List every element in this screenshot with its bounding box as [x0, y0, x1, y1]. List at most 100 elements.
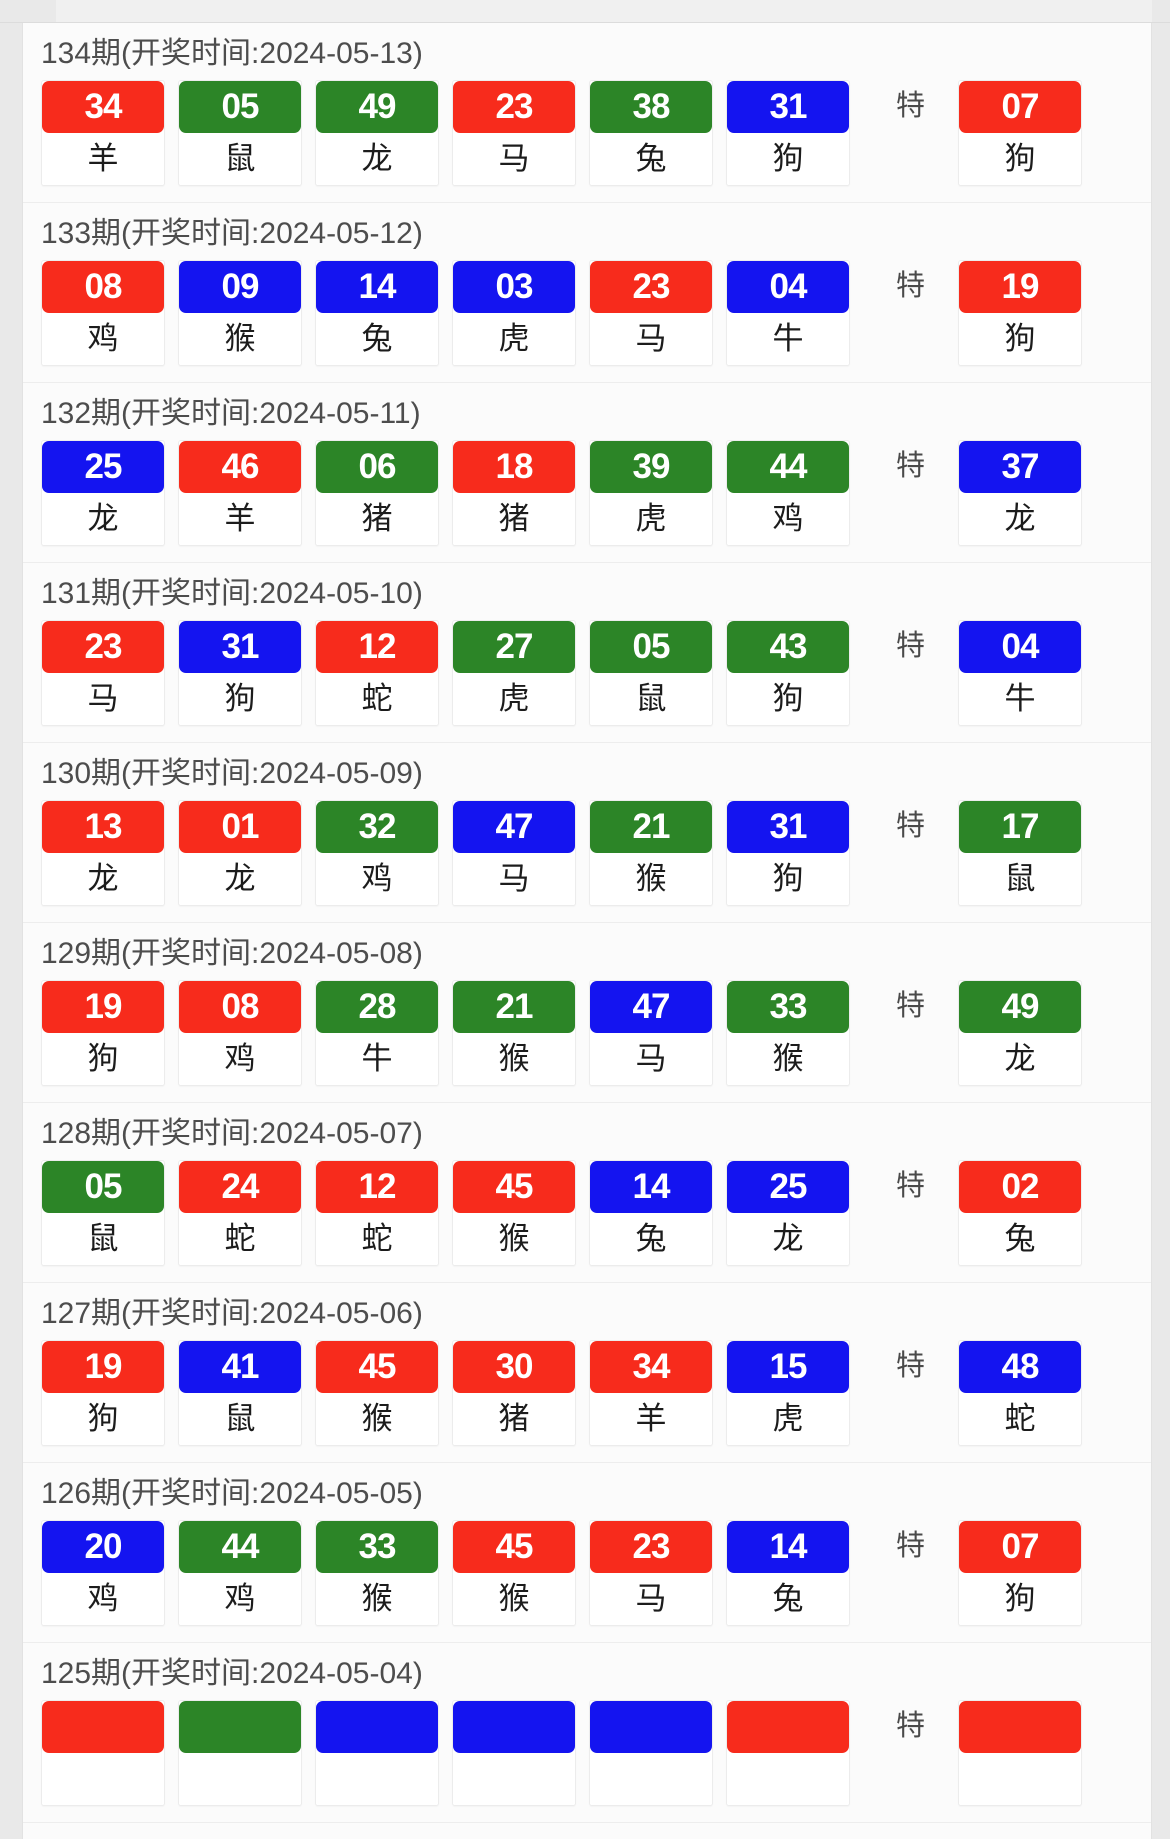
ball-zodiac: 鸡: [727, 493, 849, 545]
ball-number: 25: [42, 441, 164, 493]
number-cell[interactable]: 21 猴: [589, 800, 713, 906]
number-cell[interactable]: 19 狗: [41, 980, 165, 1086]
ball-zodiac: 马: [590, 1033, 712, 1085]
number-cell[interactable]: 33 猴: [726, 980, 850, 1086]
special-number-cell[interactable]: 19 狗: [958, 260, 1082, 366]
number-cell[interactable]: 09 猴: [178, 260, 302, 366]
ball-zodiac: 鼠: [590, 673, 712, 725]
number-cell[interactable]: 34 羊: [589, 1340, 713, 1446]
number-cell[interactable]: 01 龙: [178, 800, 302, 906]
number-cell[interactable]: 14 兔: [726, 1520, 850, 1626]
number-cell[interactable]: 04 牛: [726, 260, 850, 366]
number-cell[interactable]: 32 鸡: [315, 800, 439, 906]
number-cell[interactable]: [178, 1700, 302, 1806]
balls-row: 25 龙 46 羊 06 猪 18 猪 39 虎 44 鸡特 37 龙: [23, 440, 1151, 562]
number-cell[interactable]: 25 龙: [726, 1160, 850, 1266]
number-cell[interactable]: 25 龙: [41, 440, 165, 546]
ball-zodiac: 兔: [590, 1213, 712, 1265]
number-cell[interactable]: 34 羊: [41, 80, 165, 186]
ball-number: [316, 1701, 438, 1753]
number-cell[interactable]: 05 鼠: [41, 1160, 165, 1266]
number-cell[interactable]: [41, 1700, 165, 1806]
ball-zodiac: 马: [453, 133, 575, 185]
ball-number: 13: [42, 801, 164, 853]
number-cell[interactable]: 12 蛇: [315, 620, 439, 726]
number-cell[interactable]: 45 猴: [452, 1520, 576, 1626]
number-cell[interactable]: 46 羊: [178, 440, 302, 546]
special-separator-label: 特: [895, 1170, 925, 1202]
number-cell[interactable]: 13 龙: [41, 800, 165, 906]
number-cell[interactable]: 06 猪: [315, 440, 439, 546]
number-cell[interactable]: [452, 1700, 576, 1806]
number-cell[interactable]: 15 虎: [726, 1340, 850, 1446]
number-cell[interactable]: 44 鸡: [726, 440, 850, 546]
number-cell[interactable]: 31 狗: [726, 800, 850, 906]
number-cell[interactable]: [315, 1700, 439, 1806]
number-cell[interactable]: 28 牛: [315, 980, 439, 1086]
number-cell[interactable]: 08 鸡: [178, 980, 302, 1086]
special-number-cell[interactable]: 07 狗: [958, 1520, 1082, 1626]
ball-zodiac: 鸡: [179, 1573, 301, 1625]
draw-block: 129期(开奖时间:2024-05-08) 19 狗 08 鸡 28 牛 21 猴 47 马 33 猴特…: [23, 923, 1151, 1103]
number-cell[interactable]: 45 猴: [452, 1160, 576, 1266]
top-strip: [0, 0, 1170, 23]
number-cell[interactable]: 23 马: [41, 620, 165, 726]
number-cell[interactable]: 39 虎: [589, 440, 713, 546]
number-cell[interactable]: [726, 1700, 850, 1806]
special-number-cell[interactable]: [958, 1700, 1082, 1806]
special-number-cell[interactable]: 48 蛇: [958, 1340, 1082, 1446]
number-cell[interactable]: 47 马: [452, 800, 576, 906]
number-cell[interactable]: 14 兔: [589, 1160, 713, 1266]
number-cell[interactable]: 38 兔: [589, 80, 713, 186]
number-cell[interactable]: 47 马: [589, 980, 713, 1086]
number-cell[interactable]: 41 鼠: [178, 1340, 302, 1446]
ball-number: 08: [179, 981, 301, 1033]
number-cell[interactable]: 49 龙: [315, 80, 439, 186]
special-number-cell[interactable]: 37 龙: [958, 440, 1082, 546]
special-number-cell[interactable]: 17 鼠: [958, 800, 1082, 906]
ball-zodiac: 狗: [727, 133, 849, 185]
ball-zodiac: 蛇: [179, 1213, 301, 1265]
number-cell[interactable]: 31 狗: [726, 80, 850, 186]
number-cell[interactable]: 33 猴: [315, 1520, 439, 1626]
number-cell[interactable]: [589, 1700, 713, 1806]
special-number-cell[interactable]: 07 狗: [958, 80, 1082, 186]
draw-title: 128期(开奖时间:2024-05-07): [41, 1117, 423, 1150]
draw-title: 125期(开奖时间:2024-05-04): [41, 1657, 423, 1690]
balls-row: 34 羊 05 鼠 49 龙 23 马 38 兔 31 狗 特 07 狗: [23, 80, 1151, 202]
ball-number: 34: [590, 1341, 712, 1393]
draw-list-panel: 134期(开奖时间:2024-05-13) 34 羊 05 鼠 49 龙 23 马 38 兔 31 狗特…: [22, 23, 1152, 1839]
number-cell[interactable]: 27 虎: [452, 620, 576, 726]
number-cell[interactable]: 08 鸡: [41, 260, 165, 366]
number-cell[interactable]: 14 兔: [315, 260, 439, 366]
number-cell[interactable]: 30 猪: [452, 1340, 576, 1446]
number-cell[interactable]: 43 狗: [726, 620, 850, 726]
special-number-cell[interactable]: 02 兔: [958, 1160, 1082, 1266]
ball-number: 45: [316, 1341, 438, 1393]
ball-zodiac: 龙: [42, 493, 164, 545]
number-cell[interactable]: 21 猴: [452, 980, 576, 1086]
number-cell[interactable]: 19 狗: [41, 1340, 165, 1446]
balls-row: 05 鼠 24 蛇 12 蛇 45 猴 14 兔 25 龙 特 02 兔: [23, 1160, 1151, 1282]
ball-number: 20: [42, 1521, 164, 1573]
number-cell[interactable]: 05 鼠: [178, 80, 302, 186]
number-cell[interactable]: 23 马: [589, 260, 713, 366]
ball-number: 44: [727, 441, 849, 493]
ball-number: 23: [590, 1521, 712, 1573]
number-cell[interactable]: 03 虎: [452, 260, 576, 366]
special-number-cell[interactable]: 49 龙: [958, 980, 1082, 1086]
number-cell[interactable]: 24 蛇: [178, 1160, 302, 1266]
number-cell[interactable]: 44 鸡: [178, 1520, 302, 1626]
ball-zodiac: 鸡: [179, 1033, 301, 1085]
special-separator-label: 特: [895, 90, 925, 122]
draw-block: 130期(开奖时间:2024-05-09) 13 龙 01 龙 32 鸡 47 马 21 猴 31 狗特…: [23, 743, 1151, 923]
number-cell[interactable]: 23 马: [589, 1520, 713, 1626]
number-cell[interactable]: 12 蛇: [315, 1160, 439, 1266]
number-cell[interactable]: 18 猪: [452, 440, 576, 546]
number-cell[interactable]: 31 狗: [178, 620, 302, 726]
number-cell[interactable]: 05 鼠: [589, 620, 713, 726]
number-cell[interactable]: 23 马: [452, 80, 576, 186]
number-cell[interactable]: 45 猴: [315, 1340, 439, 1446]
special-number-cell[interactable]: 04 牛: [958, 620, 1082, 726]
number-cell[interactable]: 20 鸡: [41, 1520, 165, 1626]
